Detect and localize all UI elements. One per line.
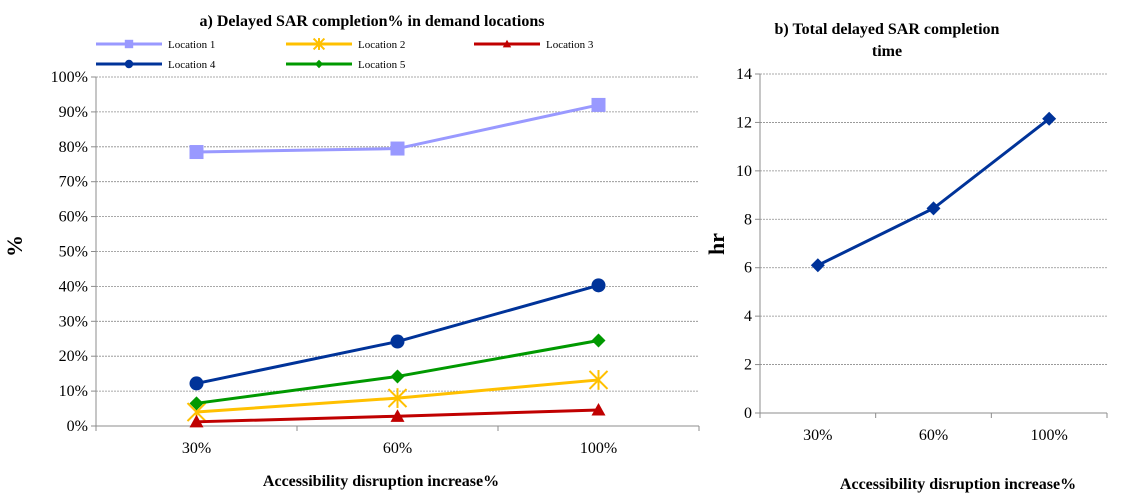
- chart-b: b) Total delayed SAR completion time 0 2 4…: [704, 21, 1108, 493]
- chart-a-data-point: [387, 388, 408, 408]
- chart-a-series-3: [189, 402, 606, 428]
- chart-a-y-tick-label: 20%: [59, 348, 88, 365]
- chart-a-data-point: [591, 97, 606, 112]
- legend-item-3: Location 3: [474, 39, 594, 51]
- chart-a-y-tick-label: 80%: [59, 139, 88, 156]
- chart-b-series-1: [810, 111, 1057, 273]
- chart-b-x-axis-title: Accessibility disruption increase%: [840, 476, 1076, 493]
- chart-a-y-tick-label: 70%: [59, 174, 88, 191]
- chart-a-y-tick-label: 50%: [59, 244, 88, 261]
- legend-item-1: Location 1: [96, 39, 215, 51]
- chart-a-data-point: [189, 396, 204, 411]
- chart-a-x-tick-label: 60%: [383, 440, 412, 457]
- chart-b-y-tick-label: 0: [744, 405, 752, 422]
- chart-a-data-point: [591, 278, 606, 293]
- chart-b-y-tick-label: 14: [736, 66, 752, 83]
- chart-a-y-tick-label: 30%: [59, 313, 88, 330]
- chart-b-y-ticks: 0 2 4 6 8 10 12 14: [736, 66, 752, 422]
- chart-a-y-tick-label: 0%: [67, 418, 88, 435]
- chart-b-y-tick-label: 10: [736, 163, 752, 180]
- chart-b-y-tick-label: 8: [744, 211, 752, 228]
- chart-a-series-1: [189, 97, 606, 160]
- chart-a-y-tick-label: 90%: [59, 104, 88, 121]
- chart-b-x-tick-label: 60%: [919, 427, 948, 444]
- legend-item-2: Location 2: [286, 37, 405, 51]
- chart-a-series-line: [196, 283, 599, 385]
- legend-marker: [314, 59, 324, 69]
- chart-a-data-point: [189, 414, 204, 428]
- chart-a-data-point: [390, 369, 405, 384]
- chart-a-data-point: [588, 370, 609, 390]
- chart-a-y-tick-label: 10%: [59, 383, 88, 400]
- chart-b-title-line2: time: [872, 43, 902, 60]
- chart-a-data-point: [390, 409, 405, 422]
- chart-a-data-point: [591, 333, 606, 348]
- chart-a-y-axis-title: %: [2, 235, 27, 257]
- chart-b-x-ticks: 30% 60% 100%: [803, 427, 1068, 444]
- chart-b-y-axis-title: hr: [704, 233, 729, 255]
- legend-item-5: Location 5: [286, 59, 406, 71]
- chart-a-data-point: [189, 376, 204, 391]
- chart-a-x-ticks: 30% 60% 100%: [182, 440, 617, 457]
- chart-b-data-point: [926, 201, 941, 216]
- legend-label: Location 5: [358, 59, 406, 71]
- legend-label: Location 4: [168, 59, 216, 71]
- chart-a-x-tick-label: 100%: [580, 440, 617, 457]
- chart-b-y-tick-label: 12: [736, 114, 752, 131]
- chart-a-series-5: [189, 333, 606, 411]
- chart-b-data-point: [810, 258, 825, 273]
- chart-a-legend: Location 1 Location 2 Location 3 Location 4…: [96, 37, 594, 71]
- legend-marker: [502, 39, 512, 48]
- chart-a-title: a) Delayed SAR completion% in demand loc…: [200, 13, 545, 30]
- chart-a-data-point: [390, 141, 405, 156]
- legend-marker: [124, 39, 134, 49]
- chart-a-series-4: [189, 278, 606, 391]
- chart-a-y-tick-label: 100%: [51, 69, 88, 86]
- legend-label: Location 2: [358, 39, 405, 51]
- chart-a-data-point: [390, 334, 405, 349]
- chart-b-x-tick-label: 100%: [1031, 427, 1068, 444]
- chart-a-data-point: [591, 402, 606, 416]
- chart-b-y-tick-label: 4: [744, 308, 752, 325]
- chart-a-data-point: [189, 145, 204, 160]
- chart-b-series: [810, 111, 1057, 273]
- legend-label: Location 3: [546, 39, 594, 51]
- legend-item-4: Location 4: [96, 59, 216, 71]
- chart-a: a) Delayed SAR completion% in demand loc…: [2, 13, 700, 490]
- chart-a-x-tick-label: 30%: [182, 440, 211, 457]
- chart-a-y-tick-label: 60%: [59, 209, 88, 226]
- chart-a-y-tick-label: 40%: [59, 278, 88, 295]
- chart-a-x-axis-title: Accessibility disruption increase%: [263, 473, 499, 490]
- legend-marker: [124, 59, 134, 69]
- chart-b-series-line: [817, 117, 1051, 267]
- chart-a-y-ticks: 0% 10% 20% 30% 40% 50% 60% 70% 80% 90% 100%: [51, 69, 88, 435]
- chart-b-x-tick-label: 30%: [803, 427, 832, 444]
- chart-b-y-tick-label: 6: [744, 260, 752, 277]
- chart-b-gridlines: [755, 73, 1108, 418]
- chart-b-y-tick-label: 2: [744, 357, 752, 374]
- chart-b-title-line1: b) Total delayed SAR completion: [775, 21, 1000, 38]
- legend-label: Location 1: [168, 39, 215, 51]
- legend-marker: [312, 37, 326, 51]
- chart-a-series: [186, 97, 609, 428]
- chart-b-data-point: [1042, 111, 1057, 126]
